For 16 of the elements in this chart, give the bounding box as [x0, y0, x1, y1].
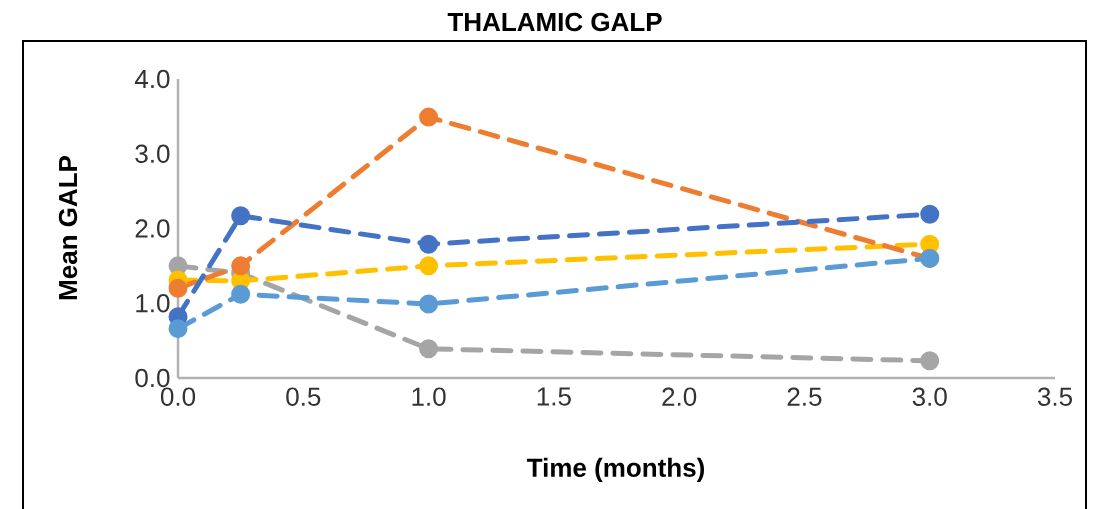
x-tick-label: 3.0 [912, 387, 947, 406]
x-axis-title: Time (months) [526, 457, 705, 483]
x-tick-label: 3.5 [1037, 387, 1072, 406]
y-tick-label: 3.0 [135, 144, 170, 163]
y-tick-label: 1.0 [136, 294, 170, 313]
x-tick-label: 2.0 [662, 387, 697, 406]
y-tick-label: 0.0 [135, 368, 170, 388]
x-tick-label: 1.5 [537, 387, 571, 406]
y-tick-label: 2.0 [135, 219, 170, 238]
chart-title: THALAMIC GALP [447, 12, 662, 32]
x-tick-label: 2.5 [787, 387, 822, 406]
y-axis-title: Mean GALP [58, 155, 78, 300]
x-tick-label: 1.0 [412, 387, 446, 406]
x-tick-label: 0.5 [286, 387, 321, 406]
x-tick-label: 0.0 [160, 387, 196, 406]
y-tick-label: 4.0 [134, 69, 170, 89]
